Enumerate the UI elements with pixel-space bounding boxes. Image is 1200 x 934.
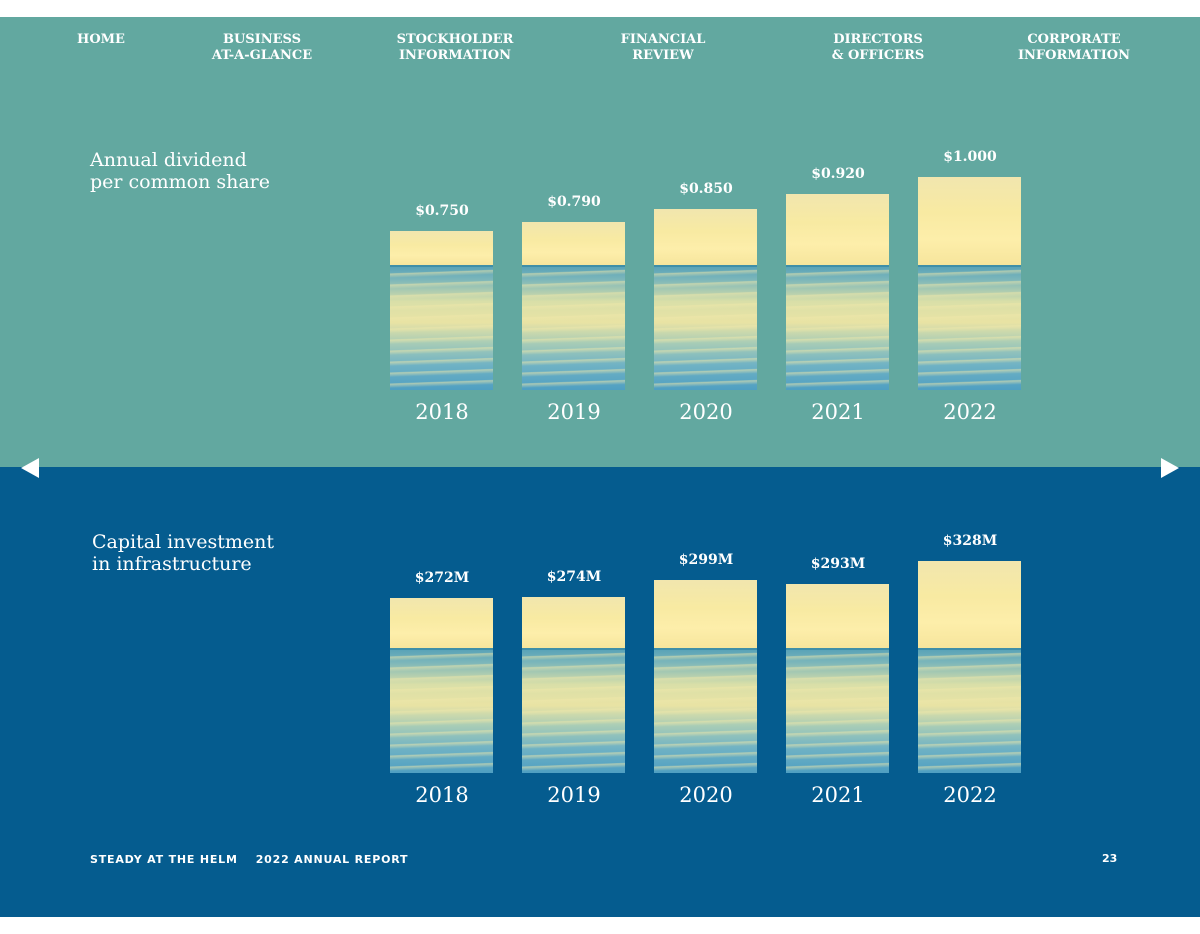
bar-value-label: $328M xyxy=(942,533,998,549)
bar-sea xyxy=(918,267,1021,390)
bar-category-label: 2019 xyxy=(547,783,601,807)
bar-sky xyxy=(654,580,757,649)
bar-2019 xyxy=(522,597,625,773)
bar-2022 xyxy=(918,561,1021,773)
nav-business-at-a-glance[interactable]: BUSINESS AT-A-GLANCE xyxy=(211,32,313,63)
footer-report-title: 2022 ANNUAL REPORT xyxy=(255,853,409,866)
bar-category-label: 2021 xyxy=(811,783,865,807)
bar-sky xyxy=(786,194,889,266)
bar-sea xyxy=(654,267,757,390)
page-number: 23 xyxy=(1102,852,1118,865)
bar-sea xyxy=(390,650,493,773)
bar-horizon xyxy=(522,265,625,267)
bar-2019 xyxy=(522,222,625,390)
bar-sky xyxy=(390,598,493,649)
bar-2021 xyxy=(786,194,889,390)
bar-sky xyxy=(522,597,625,649)
bar-sky xyxy=(918,561,1021,649)
bar-value-label: $0.750 xyxy=(415,203,469,219)
nav-corporate-information[interactable]: CORPORATE INFORMATION xyxy=(1017,32,1131,63)
bar-horizon xyxy=(390,648,493,650)
bar-sea xyxy=(522,267,625,390)
bar-sea xyxy=(786,267,889,390)
previous-page-arrow-icon[interactable] xyxy=(21,458,39,478)
capital-investment-chart: $272M 2018 $274M 2019 $299M 2020 $293M 2021 $328… xyxy=(0,467,1200,917)
bar-sea xyxy=(390,267,493,390)
nav-stockholder-information[interactable]: STOCKHOLDER INFORMATION xyxy=(396,32,514,63)
bar-category-label: 2021 xyxy=(811,400,865,424)
bar-sky xyxy=(918,177,1021,266)
dividend-panel: HOME BUSINESS AT-A-GLANCE STOCKHOLDER IN… xyxy=(0,17,1200,467)
next-page-arrow-icon[interactable] xyxy=(1161,458,1179,478)
bar-category-label: 2022 xyxy=(943,783,997,807)
bar-category-label: 2022 xyxy=(943,400,997,424)
bar-category-label: 2020 xyxy=(679,400,733,424)
bar-sky xyxy=(522,222,625,266)
bar-value-label: $0.790 xyxy=(547,194,601,210)
bar-horizon xyxy=(786,265,889,267)
nav-directors-officers[interactable]: DIRECTORS & OFFICERS xyxy=(831,32,925,63)
dividend-chart: $0.750 2018 $0.790 2019 $0.850 2020 $0.920 2021… xyxy=(0,17,1200,467)
bar-2018 xyxy=(390,598,493,773)
bar-sea xyxy=(522,650,625,773)
page: HOME BUSINESS AT-A-GLANCE STOCKHOLDER IN… xyxy=(0,17,1200,917)
bar-sky xyxy=(654,209,757,266)
bar-sky xyxy=(786,584,889,649)
bar-sea xyxy=(918,650,1021,773)
top-navigation: HOME BUSINESS AT-A-GLANCE STOCKHOLDER IN… xyxy=(0,32,1200,72)
bar-horizon xyxy=(918,648,1021,650)
bar-value-label: $0.920 xyxy=(811,166,865,182)
bar-sea xyxy=(786,650,889,773)
bar-horizon xyxy=(390,265,493,267)
bar-horizon xyxy=(654,648,757,650)
bar-category-label: 2020 xyxy=(679,783,733,807)
bar-value-label: $1.000 xyxy=(943,149,997,165)
nav-home[interactable]: HOME xyxy=(77,32,125,47)
bar-value-label: $272M xyxy=(414,570,470,586)
bar-sky xyxy=(390,231,493,266)
bar-value-label: $0.850 xyxy=(679,181,733,197)
bar-sea xyxy=(654,650,757,773)
bar-value-label: $293M xyxy=(810,556,866,572)
bar-2020 xyxy=(654,580,757,773)
nav-financial-review[interactable]: FINANCIAL REVIEW xyxy=(620,32,706,63)
bar-2018 xyxy=(390,231,493,390)
bar-2022 xyxy=(918,177,1021,390)
bar-value-label: $274M xyxy=(546,569,602,585)
bar-horizon xyxy=(654,265,757,267)
bar-category-label: 2019 xyxy=(547,400,601,424)
capital-investment-panel: Capital investment in infrastructure $27… xyxy=(0,467,1200,917)
bar-horizon xyxy=(786,648,889,650)
bar-value-label: $299M xyxy=(678,552,734,568)
footer-tagline: STEADY AT THE HELM xyxy=(90,853,238,866)
footer: STEADY AT THE HELM 2022 ANNUAL REPORT xyxy=(90,853,426,866)
bar-category-label: 2018 xyxy=(415,783,469,807)
dividend-chart-title: Annual dividend per common share xyxy=(90,149,270,193)
bar-horizon xyxy=(918,265,1021,267)
bar-horizon xyxy=(522,648,625,650)
bar-2020 xyxy=(654,209,757,390)
bar-2021 xyxy=(786,584,889,773)
capital-investment-chart-title: Capital investment in infrastructure xyxy=(92,531,274,575)
bar-category-label: 2018 xyxy=(415,400,469,424)
